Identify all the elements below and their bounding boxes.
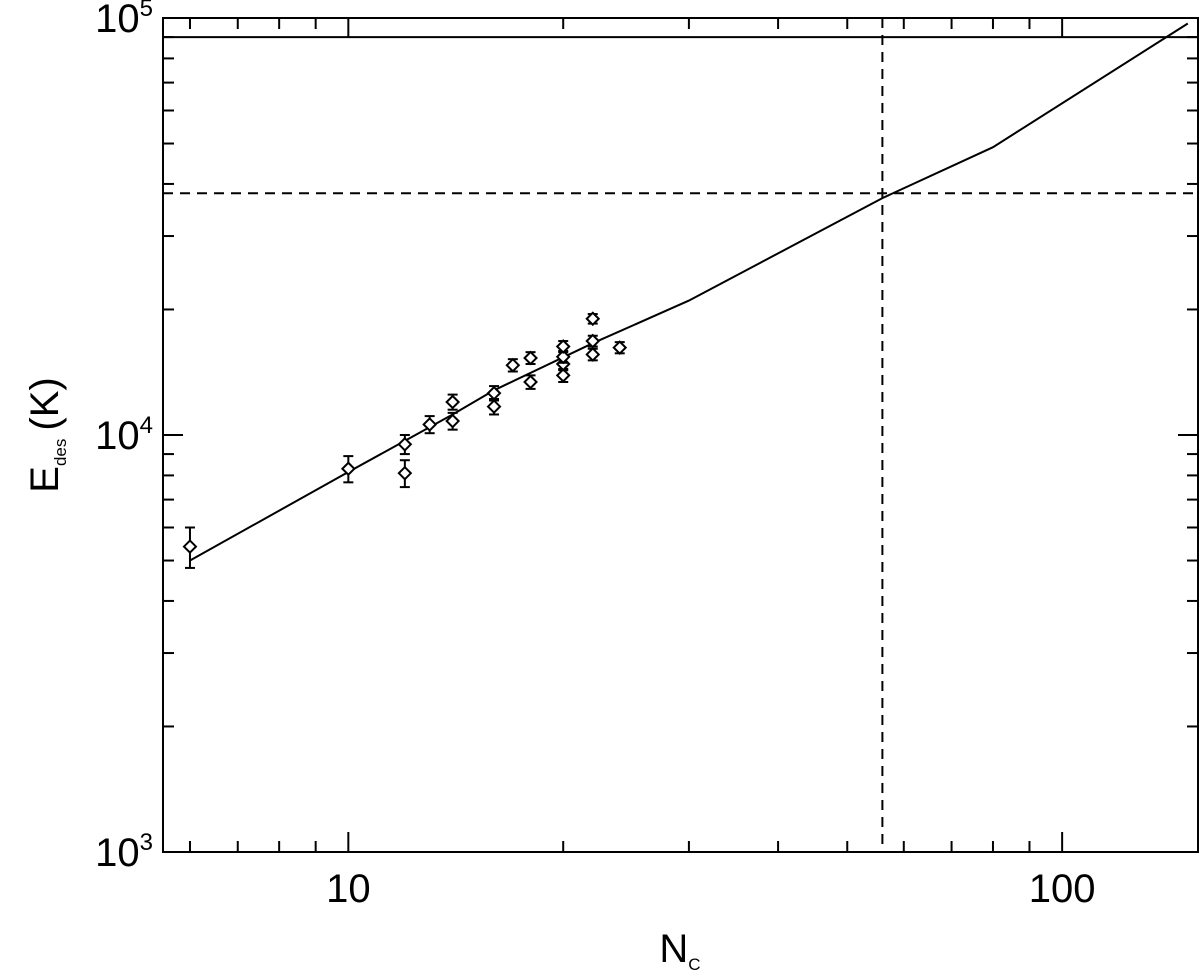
diamond-marker [340,461,356,477]
x-axis-title: NC [659,927,700,974]
y-tick-label: 105 [95,0,153,41]
data-point [505,357,521,373]
data-point [555,339,571,354]
x-tick-label: 100 [1029,867,1096,911]
plot-layer [163,18,1198,852]
y-axis-title: Edes(K) [23,377,70,492]
ticks-layer: 10 100 103 104 105 [95,0,1198,911]
diamond-marker [486,399,502,414]
diamond-marker [445,413,461,429]
x-tick-label: 10 [326,867,371,911]
diamond-marker [505,357,521,373]
data-point [397,434,413,456]
plot-frame [162,17,1199,853]
diamond-marker [612,340,628,356]
data-point [182,526,198,569]
data-point [397,459,413,489]
diamond-marker [585,347,601,362]
data-point [422,415,438,435]
diamond-marker [397,436,413,452]
data-point [612,340,628,356]
diamond-marker [445,394,461,410]
data-point [585,347,601,362]
data-point [486,385,502,402]
diamond-marker [182,539,198,555]
data-point [523,374,538,390]
y-tick-label: 103 [95,829,153,875]
data-point [523,350,538,366]
diamond-marker [555,349,571,365]
diamond-marker [585,333,601,349]
diamond-marker [555,367,571,383]
diamond-marker [523,374,538,390]
diamond-marker [422,417,438,432]
data-point [445,411,461,431]
data-point [585,311,601,327]
diamond-marker [555,339,571,354]
data-point [340,455,356,484]
diamond-marker [397,465,413,481]
data-point [445,393,461,411]
data-point [486,397,502,416]
data-point [585,333,601,349]
diamond-marker [585,311,601,327]
diamond-marker [523,350,538,366]
diamond-marker [486,385,502,401]
data-layer [182,311,628,569]
y-tick-label: 104 [95,412,153,458]
fit-curve [189,22,1189,562]
